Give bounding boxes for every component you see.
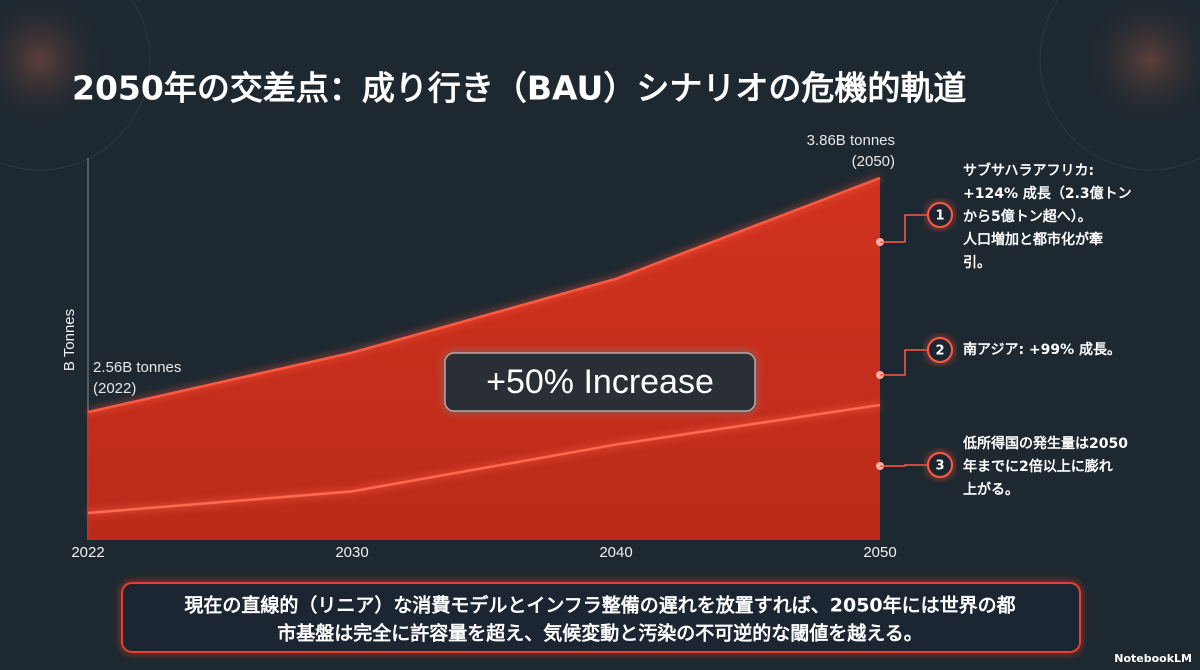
callout-text: 低所得国の発生量は2050: [962, 435, 1128, 452]
increase-label: +50% Increase: [486, 363, 714, 401]
series-line: [87, 403, 881, 515]
callout-text: 南アジア: +99% 成長。: [963, 341, 1121, 358]
callout-text: 人口増加と都市化が牽: [963, 231, 1103, 248]
decor-ring: [0, 0, 151, 171]
callout-connector: [880, 464, 927, 467]
footer-text: 市基盤は完全に許容量を超え、気候変動と汚染の不可逆的な閾値を越える。: [277, 622, 922, 645]
callout-text: 引。: [963, 255, 991, 271]
callout-text: 上がる。: [963, 481, 1019, 498]
logo: NotebookLM: [1114, 652, 1192, 665]
callout-connector: [880, 214, 927, 243]
x-tick-label: 2050: [863, 544, 896, 561]
x-tick-label: 2022: [71, 544, 104, 561]
callout-connector: [880, 349, 927, 376]
callout-number: 1: [935, 209, 944, 224]
slide-title: 2050年の交差点：成り行き（BAU）シナリオの危機的軌道: [72, 69, 966, 108]
end-annotation: 3.86B tonnes: [807, 132, 895, 149]
increase-box: [444, 352, 756, 412]
decor-orb: [1080, 0, 1200, 130]
x-tick-label: 2030: [335, 544, 368, 561]
x-tick-label: 2040: [599, 544, 632, 561]
end-annotation: (2050): [852, 153, 895, 170]
y-axis-label: B Tonnes: [61, 309, 78, 371]
footer-text: 現在の直線的（リニア）な消費モデルとインフラ整備の遅れを放置すれば、2050年に…: [184, 594, 1015, 617]
callout-text: から5億トン超へ）。: [963, 208, 1092, 225]
footer-banner: [121, 582, 1081, 653]
callout-number: 2: [935, 344, 944, 359]
start-annotation: 2.56B tonnes: [93, 359, 181, 376]
callout-badge: [927, 202, 953, 228]
callout-badge: [927, 337, 953, 363]
callout-text: サブサハラアフリカ:: [963, 162, 1094, 179]
callout-number: 3: [935, 459, 944, 474]
callout-text: 年までに2倍以上に膨れ: [963, 458, 1113, 475]
decor-ring: [1039, 0, 1200, 171]
callout-text: +124% 成長（2.3億トン: [963, 185, 1132, 202]
decor-orb: [0, 0, 110, 130]
series-line: [87, 176, 881, 414]
callout-badge: [927, 452, 953, 478]
start-annotation: (2022): [93, 380, 136, 397]
